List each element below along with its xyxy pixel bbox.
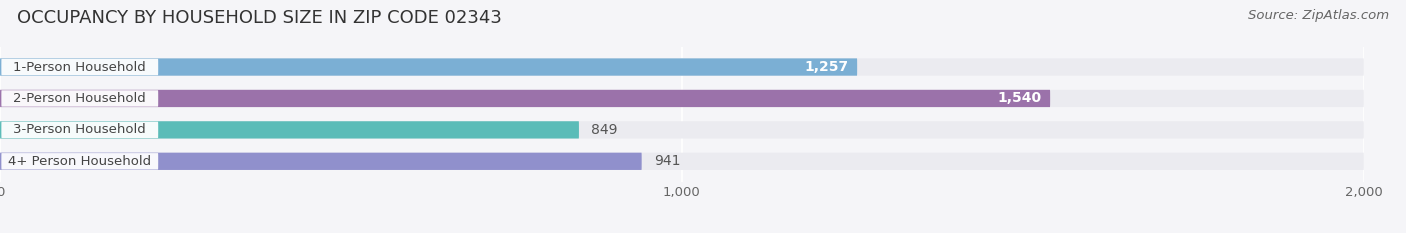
Text: 4+ Person Household: 4+ Person Household xyxy=(8,155,152,168)
Text: OCCUPANCY BY HOUSEHOLD SIZE IN ZIP CODE 02343: OCCUPANCY BY HOUSEHOLD SIZE IN ZIP CODE … xyxy=(17,9,502,27)
FancyBboxPatch shape xyxy=(1,153,159,170)
FancyBboxPatch shape xyxy=(0,90,1050,107)
Text: 1,257: 1,257 xyxy=(804,60,849,74)
FancyBboxPatch shape xyxy=(1,90,159,107)
FancyBboxPatch shape xyxy=(0,90,1364,107)
FancyBboxPatch shape xyxy=(0,121,579,139)
Text: 849: 849 xyxy=(591,123,617,137)
Text: 1-Person Household: 1-Person Household xyxy=(14,61,146,74)
Text: 2-Person Household: 2-Person Household xyxy=(14,92,146,105)
FancyBboxPatch shape xyxy=(0,58,858,76)
FancyBboxPatch shape xyxy=(0,58,1364,76)
FancyBboxPatch shape xyxy=(1,59,159,75)
FancyBboxPatch shape xyxy=(0,121,1364,139)
FancyBboxPatch shape xyxy=(1,122,159,138)
Text: 3-Person Household: 3-Person Household xyxy=(14,123,146,136)
Text: Source: ZipAtlas.com: Source: ZipAtlas.com xyxy=(1249,9,1389,22)
Text: 941: 941 xyxy=(654,154,681,168)
Text: 1,540: 1,540 xyxy=(998,92,1042,106)
FancyBboxPatch shape xyxy=(0,153,641,170)
FancyBboxPatch shape xyxy=(0,153,1364,170)
